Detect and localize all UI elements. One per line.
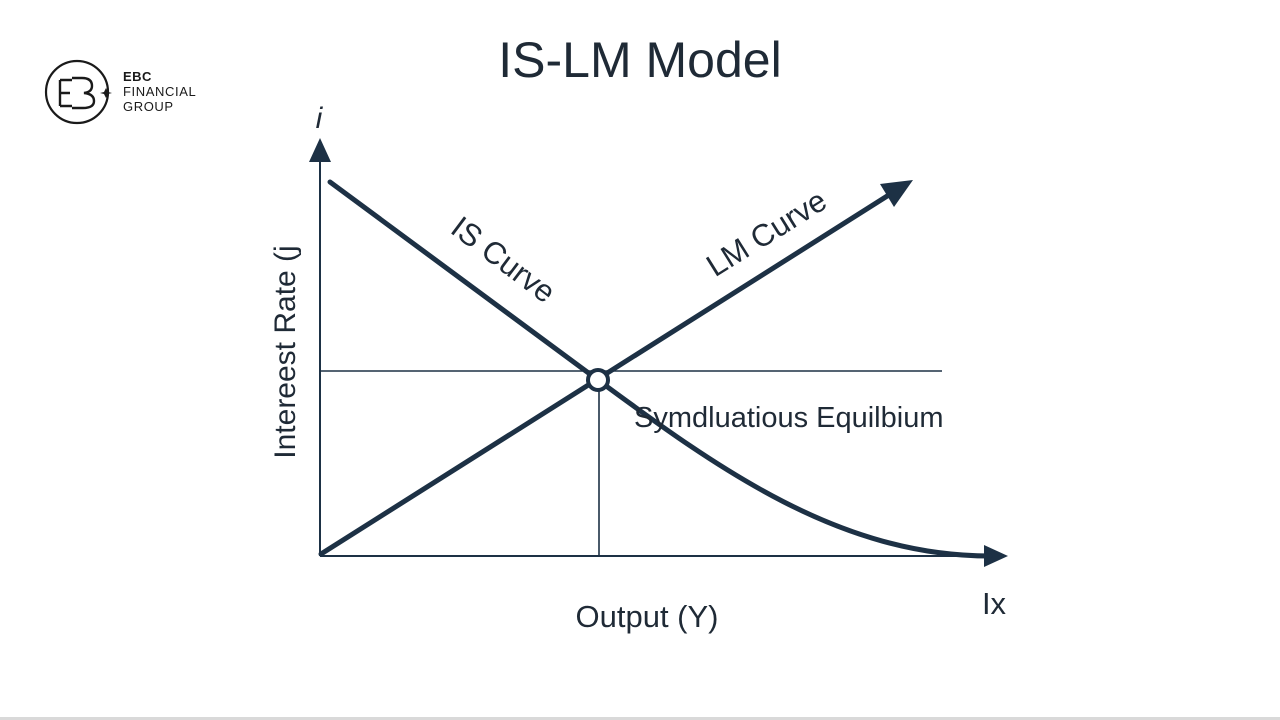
is-curve: [327, 179, 993, 559]
lm-curve-label: LM Curve: [700, 183, 833, 284]
brand-name-line1: EBC: [123, 69, 152, 84]
brand-name-line2: FINANCIAL: [123, 84, 197, 99]
page-title: IS-LM Model: [498, 32, 781, 88]
x-axis-label: Output (Y): [576, 599, 719, 634]
x-axis-arrow-icon: [984, 545, 1008, 567]
lm-curve-arrow-icon: [880, 180, 913, 207]
ebc-logo: EBC FINANCIAL GROUP: [44, 58, 214, 128]
brand-name-line3: GROUP: [123, 99, 174, 114]
y-axis-arrow-icon: [309, 138, 331, 162]
bottom-divider: [0, 717, 1280, 720]
y-axis-symbol: i: [316, 102, 324, 135]
equilibrium-label: Symdluatious Equilbium: [634, 402, 943, 434]
equilibrium-point: [586, 368, 610, 392]
is-curve-label: IS Curve: [445, 209, 562, 310]
ebc-monogram-icon: [44, 59, 112, 125]
y-axis-label: Intereest Rate (j: [269, 245, 302, 458]
x-axis-symbol: Ix: [982, 586, 1007, 621]
